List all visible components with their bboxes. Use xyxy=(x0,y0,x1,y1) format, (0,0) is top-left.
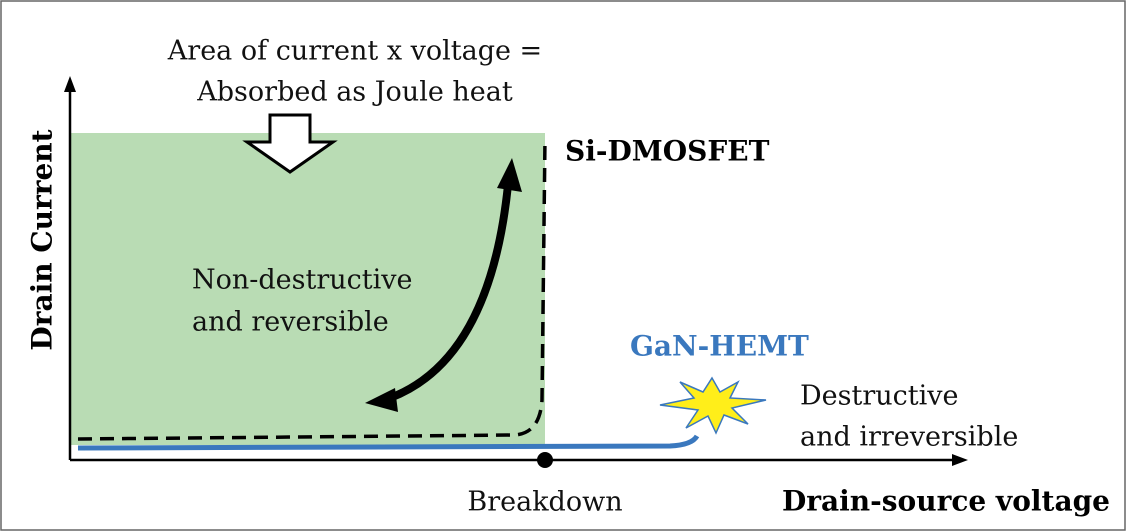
y-axis-arrow xyxy=(64,76,76,92)
safe-line: Non-destructive xyxy=(192,265,413,296)
explosion xyxy=(659,376,767,435)
annotation-line: Area of current x voltage = xyxy=(167,36,542,67)
x-axis-arrow xyxy=(952,454,968,466)
gan-label: GaN-HEMT xyxy=(630,330,809,363)
breakdown-label: Breakdown xyxy=(467,487,622,518)
arrow-head-down xyxy=(365,388,398,412)
arrow-head-up xyxy=(497,158,522,192)
si-curve xyxy=(77,137,547,441)
x-axis-label: Drain-source voltage xyxy=(782,485,1110,518)
safe-line: and reversible xyxy=(192,307,389,338)
failure-line: Destructive xyxy=(800,381,958,412)
si-label: Si-DMOSFET xyxy=(565,135,770,168)
heat-arrow xyxy=(242,113,338,174)
breakdown-point xyxy=(537,452,553,468)
annotation-line: Absorbed as Joule heat xyxy=(196,77,513,108)
joule-area xyxy=(70,133,545,445)
y-axis-label: Drain Current xyxy=(26,129,59,350)
gan-curve xyxy=(77,434,700,451)
reversible-arrow xyxy=(388,184,512,402)
failure-line: and irreversible xyxy=(800,422,1018,453)
